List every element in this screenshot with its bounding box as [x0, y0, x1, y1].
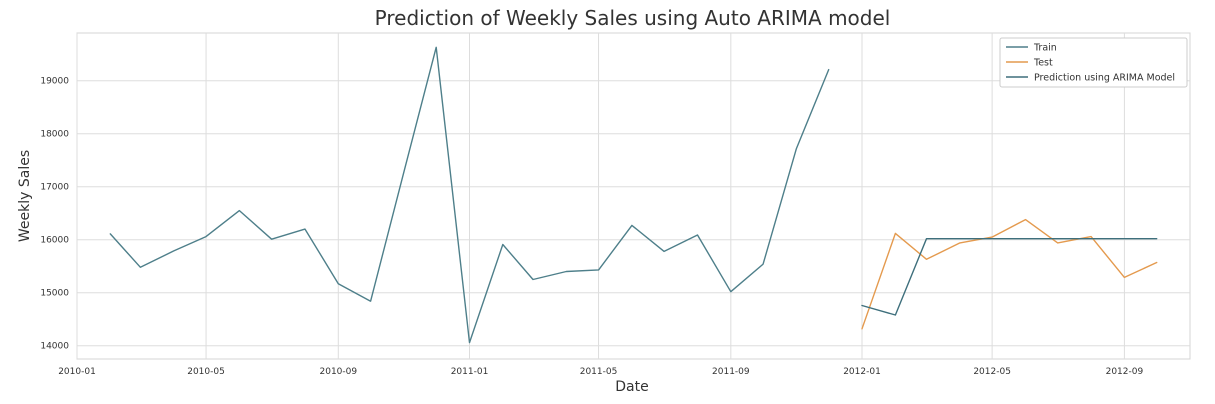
y-tick-label: 14000 [40, 342, 69, 352]
series-lines [109, 46, 1158, 344]
x-axis-label: Date [615, 379, 648, 395]
y-tick-label: 16000 [40, 236, 69, 246]
x-tick-label: 2010-09 [320, 367, 358, 377]
x-tick-label: 2012-01 [843, 367, 881, 377]
x-tick-label: 2011-01 [451, 367, 489, 377]
series-line-train [109, 46, 830, 344]
x-tick-label: 2011-09 [712, 367, 750, 377]
y-tick-label: 19000 [40, 77, 69, 87]
x-tick-label: 2012-09 [1106, 367, 1144, 377]
legend-label: Test [1033, 58, 1053, 69]
y-tick-label: 18000 [40, 130, 69, 140]
chart-title: Prediction of Weekly Sales using Auto AR… [374, 6, 891, 30]
y-tick-label: 15000 [40, 289, 69, 299]
axis-ticks: 2010-01 2010-05 2010-09 2011-01 2011-05 2011-… [40, 77, 1143, 377]
y-axis-label: Weekly Sales [17, 150, 33, 242]
legend-label: Prediction using ARIMA Model [1034, 73, 1175, 84]
x-tick-label: 2011-05 [580, 367, 618, 377]
series-line-test [861, 218, 1158, 330]
legend-label: Train [1033, 43, 1057, 54]
y-tick-label: 17000 [40, 183, 69, 193]
x-tick-label: 2010-01 [58, 367, 96, 377]
series-line-prediction-using-arima-model [861, 237, 1158, 316]
x-tick-label: 2010-05 [187, 367, 225, 377]
legend: Train Test Prediction using ARIMA Model [999, 37, 1188, 88]
x-tick-label: 2012-05 [973, 367, 1011, 377]
legend-box [999, 37, 1188, 88]
grid-lines [76, 33, 1190, 359]
